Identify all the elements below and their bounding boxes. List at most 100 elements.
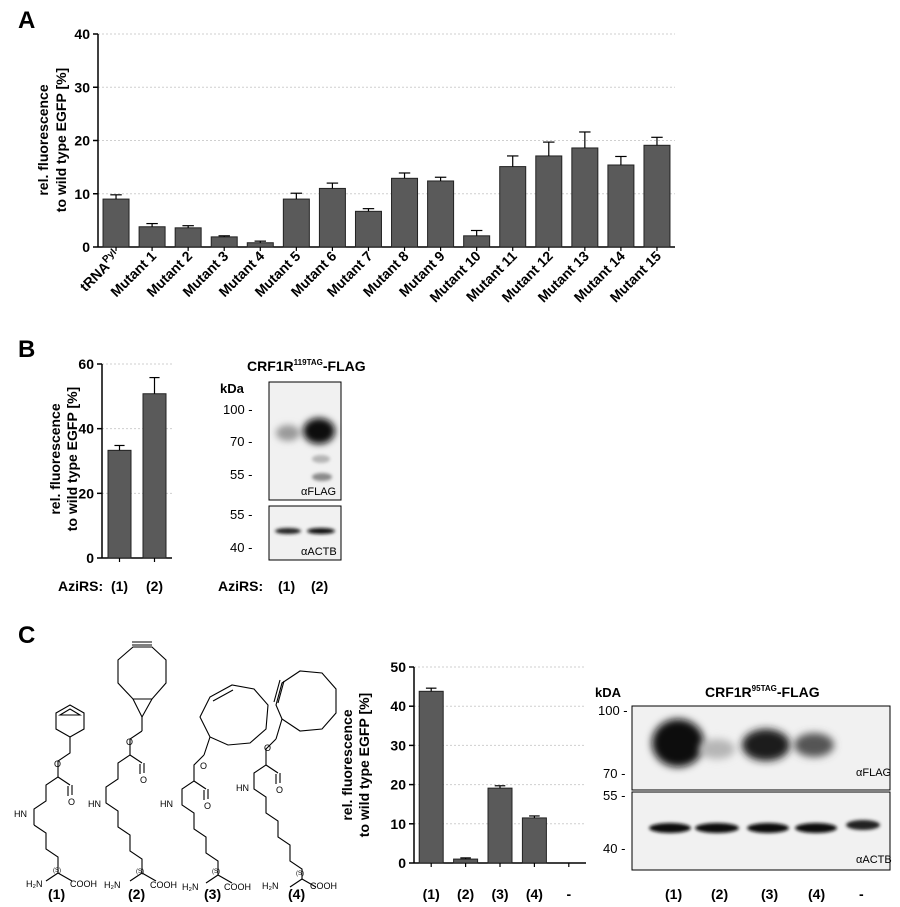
blot-title-main: CRF1R xyxy=(705,684,752,700)
bar xyxy=(571,147,599,248)
band-lane1-flag xyxy=(276,425,300,441)
marker-70: 70 - xyxy=(230,434,252,449)
stereo-3: (S) xyxy=(212,869,220,875)
y-axis-label-line1: rel. fluorescence xyxy=(35,84,51,195)
x-tick-label: - xyxy=(566,886,571,902)
atom-o-4b: O xyxy=(276,785,283,795)
bar xyxy=(487,787,513,864)
y-tick-label: 20 xyxy=(74,133,90,149)
y-axis-label-line2: to wild type EGFP [%] xyxy=(356,693,372,837)
bar xyxy=(391,177,419,248)
band-lane2-flag-mid xyxy=(312,455,330,463)
band-lane2-actb xyxy=(695,823,739,833)
structure-3 xyxy=(181,684,269,884)
atom-hn-3: HN xyxy=(160,799,173,809)
atom-o-4: O xyxy=(264,743,271,753)
stereo-4: (S) xyxy=(296,871,304,877)
antibody-flag: αFLAG xyxy=(301,486,336,498)
bar xyxy=(246,242,274,248)
bar xyxy=(607,164,635,248)
structure-label-4: (4) xyxy=(288,886,305,902)
blot-title: CRF1R95TAG-FLAG xyxy=(705,684,820,700)
blot-lane-3: (3) xyxy=(761,886,778,902)
bar xyxy=(354,210,382,248)
band-lane3-actb xyxy=(747,823,789,833)
blot-c: kDA CRF1R95TAG-FLAG 100 - 70 - αFLAG 55 … xyxy=(595,684,892,902)
category-prefix: AziRS: xyxy=(58,578,103,594)
bar xyxy=(210,236,238,248)
y-tick-label: 50 xyxy=(390,659,406,675)
structure-4 xyxy=(253,670,337,888)
bar xyxy=(643,144,671,248)
chart-plot: 0 20 40 60 (1) (2) xyxy=(78,356,172,594)
bar xyxy=(318,187,346,248)
panel-label-a: A xyxy=(18,7,35,34)
bar xyxy=(427,180,455,248)
y-tick-label: 10 xyxy=(390,816,406,832)
y-tick-label: 20 xyxy=(78,485,94,501)
y-tick-label: 20 xyxy=(390,777,406,793)
y-axis-label-line2: to wild type EGFP [%] xyxy=(53,68,69,212)
marker-100: 100 - xyxy=(223,402,253,417)
y-axis-label-line1: rel. fluorescence xyxy=(340,709,355,820)
atom-cooh-4: COOH xyxy=(310,881,337,891)
bar xyxy=(102,198,130,248)
atom-hn-1: HN xyxy=(14,809,27,819)
marker-100: 100 - xyxy=(598,703,628,718)
atom-cooh-2: COOH xyxy=(150,880,177,890)
y-tick-label: 40 xyxy=(390,698,406,714)
y-tick-label: 60 xyxy=(78,356,94,372)
blot-title-suffix: -FLAG xyxy=(777,684,820,700)
stereo-1: (S) xyxy=(53,868,61,874)
bar xyxy=(174,227,202,248)
bar xyxy=(107,449,132,559)
bar xyxy=(499,166,527,248)
blot-b: CRF1R119TAG-FLAG kDa 100 - 70 - 55 - αFL… xyxy=(218,358,366,594)
structure-label-3: (3) xyxy=(204,886,221,902)
marker-40: 40 - xyxy=(230,540,252,555)
blot-kda-label: kDA xyxy=(595,685,622,700)
atom-cooh-1: COOH xyxy=(70,879,97,889)
atom-h2n-2: H₂N xyxy=(104,880,121,890)
y-tick-label: 0 xyxy=(398,855,406,871)
band-lane1-actb xyxy=(275,528,301,534)
blot-title-sup: 119TAG xyxy=(294,358,323,367)
atom-h2n-4: H₂N xyxy=(262,881,279,891)
panel-c: C xyxy=(0,605,900,907)
blot-title-main: CRF1R xyxy=(247,358,294,374)
marker-55-top: 55 - xyxy=(230,467,252,482)
panel-b: B rel. fluorescence to wild type EGFP [%… xyxy=(0,325,900,605)
atom-h2n-1: H₂N xyxy=(26,879,43,889)
y-tick-label: 0 xyxy=(86,550,94,566)
blot-flag-membrane xyxy=(268,381,342,501)
band-lane2-flag xyxy=(699,739,735,759)
atom-o-3b: O xyxy=(204,801,211,811)
y-axis-label-line2: to wild type EGFP [%] xyxy=(64,387,80,531)
band-lane4-actb xyxy=(795,823,837,833)
panel-a: A rel. fluorescence to wild type EGFP [%… xyxy=(0,0,900,325)
band-lane2-flag xyxy=(303,418,335,444)
atom-cooh-3: COOH xyxy=(224,882,251,892)
atom-o-3: O xyxy=(200,761,207,771)
y-axis-label-line1: rel. fluorescence xyxy=(47,403,63,514)
chart-a: A rel. fluorescence to wild type EGFP [%… xyxy=(18,7,675,305)
blot-lane-prefix: AziRS: xyxy=(218,578,263,594)
atom-o-2: O xyxy=(126,737,133,747)
marker-55-bottom: 55 - xyxy=(230,507,252,522)
y-tick-label: 40 xyxy=(74,26,90,42)
blot-lane-1: (1) xyxy=(665,886,682,902)
y-tick-label: 40 xyxy=(78,421,94,437)
atom-o-1b: O xyxy=(68,797,75,807)
stereo-2: (S) xyxy=(136,869,144,875)
panel-label-b: B xyxy=(18,336,35,363)
chart-c: rel. fluorescence to wild type EGFP [%] … xyxy=(340,659,586,902)
band-lane2-flag-low xyxy=(312,473,332,481)
bar xyxy=(463,235,491,248)
band-lane3-flag xyxy=(742,729,790,761)
chart-b: B rel. fluorescence to wild type EGFP [%… xyxy=(18,336,172,594)
blot-lane-2: (2) xyxy=(311,578,328,594)
x-tick-label: (4) xyxy=(526,886,543,902)
x-tick-label: (1) xyxy=(423,886,440,902)
x-tick-label: (2) xyxy=(457,886,474,902)
